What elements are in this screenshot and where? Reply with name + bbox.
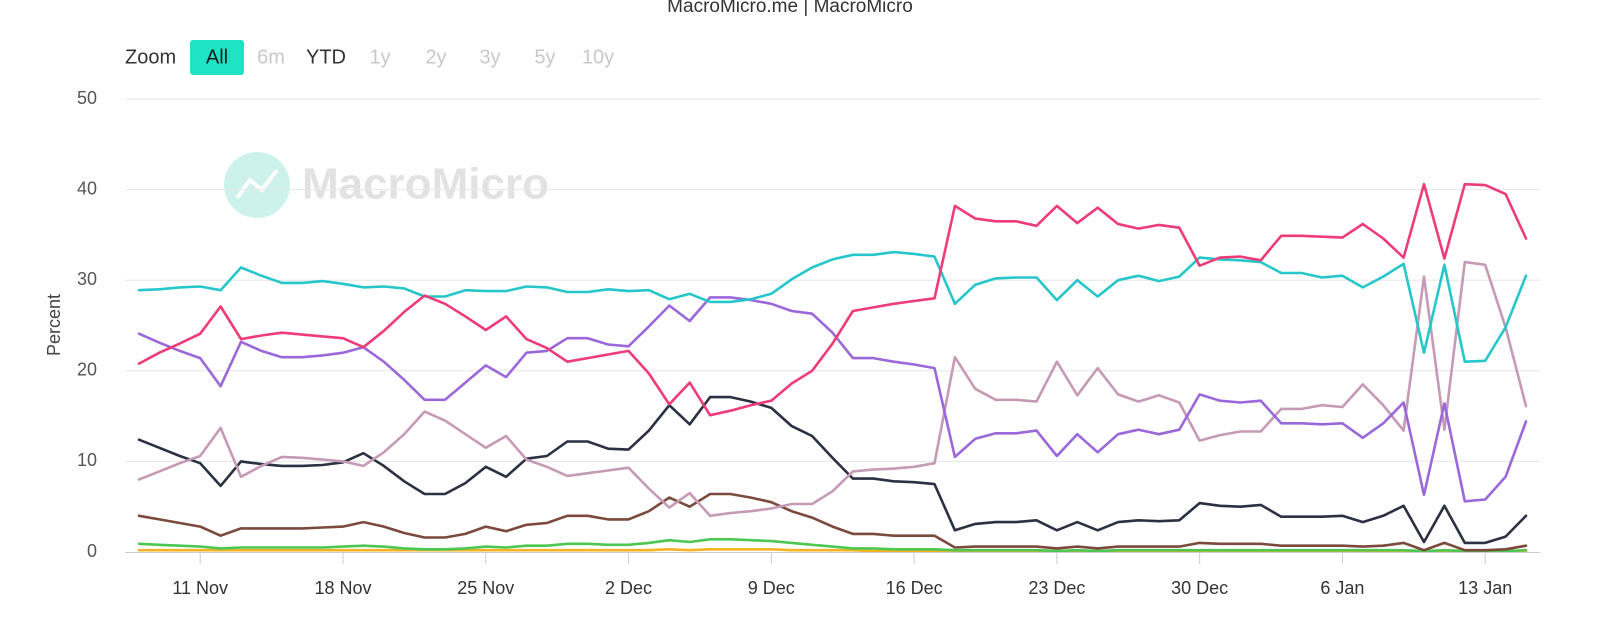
x-tick-label: 9 Dec	[748, 578, 795, 598]
grid: 0 10 20 30 40 50	[77, 88, 1540, 561]
x-tick-label: 25 Nov	[457, 578, 514, 598]
lines	[137, 182, 1528, 553]
y-tick-label: 40	[77, 178, 97, 198]
y-tick-label: 0	[87, 541, 97, 561]
series-line	[137, 250, 1528, 363]
zoom-buttons: All 6m YTD 1y 2y 3y 5y 10y	[190, 40, 614, 75]
x-tick-label: 11 Nov	[172, 578, 228, 598]
x-tick-label: 23 Dec	[1028, 578, 1085, 598]
zoom-button[interactable]: 5y	[534, 46, 555, 68]
x-tick-label: 16 Dec	[886, 578, 943, 598]
series-line	[137, 492, 1528, 552]
zoom-button[interactable]: 10y	[582, 46, 614, 68]
zoom-button-bg[interactable]	[190, 40, 244, 75]
x-tick-label: 18 Nov	[314, 578, 371, 598]
watermark-logo-line	[235, 168, 279, 200]
y-tick-label: 30	[77, 269, 97, 289]
x-tick-label: 13 Jan	[1458, 578, 1512, 598]
zoom-button[interactable]: 2y	[425, 46, 446, 68]
y-tick-label: 50	[77, 88, 97, 108]
x-axis: 11 Nov 18 Nov 25 Nov 2 Dec 9 Dec 16 Dec 23 Dec…	[125, 552, 1540, 598]
x-tick-label: 2 Dec	[605, 578, 652, 598]
x-tick-label: 6 Jan	[1320, 578, 1364, 598]
zoom-button[interactable]: 1y	[369, 46, 390, 68]
y-tick-label: 20	[77, 360, 97, 380]
zoom-label: Zoom	[125, 46, 176, 68]
zoom-button[interactable]: 6m	[257, 46, 285, 68]
series-line	[137, 260, 1528, 518]
series-line	[137, 296, 1528, 503]
zoom-button[interactable]: YTD	[306, 46, 346, 68]
series-line	[137, 182, 1528, 417]
y-axis-label: Percent	[44, 294, 64, 356]
credits: MacroMicro.me | MacroMicro	[667, 0, 913, 17]
zoom-button[interactable]: 3y	[479, 46, 500, 68]
zoom-button[interactable]: All	[206, 46, 228, 68]
series-line	[137, 538, 1528, 553]
series-line	[137, 395, 1528, 545]
x-tick-label: 30 Dec	[1171, 578, 1228, 598]
watermark: MacroMicro	[224, 152, 549, 218]
watermark-text: MacroMicro	[302, 160, 549, 209]
y-tick-label: 10	[77, 450, 97, 470]
